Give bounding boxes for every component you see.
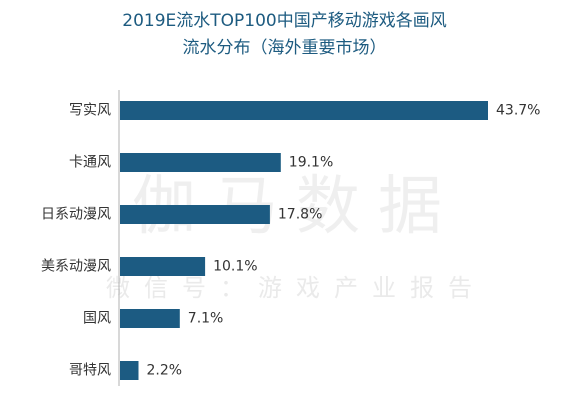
category-label: 写实风 bbox=[69, 103, 111, 119]
value-label: 17.8% bbox=[278, 207, 322, 223]
category-label: 国风 bbox=[83, 311, 111, 327]
bar-3 bbox=[120, 205, 270, 224]
bar-6 bbox=[120, 361, 139, 380]
category-label: 卡通风 bbox=[69, 155, 111, 171]
bar-4 bbox=[120, 257, 206, 276]
value-label: 2.2% bbox=[147, 363, 183, 379]
value-label: 19.1% bbox=[289, 155, 333, 171]
category-label: 美系动漫风 bbox=[41, 259, 111, 275]
category-label: 日系动漫风 bbox=[41, 207, 111, 223]
bars-group: 写实风 43.7% 卡通风 19.1% 日系动漫风 17.8% 美系动漫风 10.1% 国风 7.… bbox=[41, 101, 540, 380]
chart-title-line-1: 2019E流水TOP100中国产移动游戏各画风 bbox=[122, 11, 447, 31]
bar-5 bbox=[120, 309, 180, 328]
value-label: 7.1% bbox=[188, 311, 224, 327]
bar-2 bbox=[120, 153, 281, 172]
category-label: 哥特风 bbox=[69, 363, 111, 379]
value-label: 43.7% bbox=[496, 103, 540, 119]
bar-1 bbox=[120, 101, 488, 120]
value-label: 10.1% bbox=[213, 259, 257, 275]
watermark-subtitle: 微信号：游戏产业报告 bbox=[106, 274, 486, 302]
chart-title-line-2: 流水分布（海外重要市场） bbox=[182, 38, 387, 58]
